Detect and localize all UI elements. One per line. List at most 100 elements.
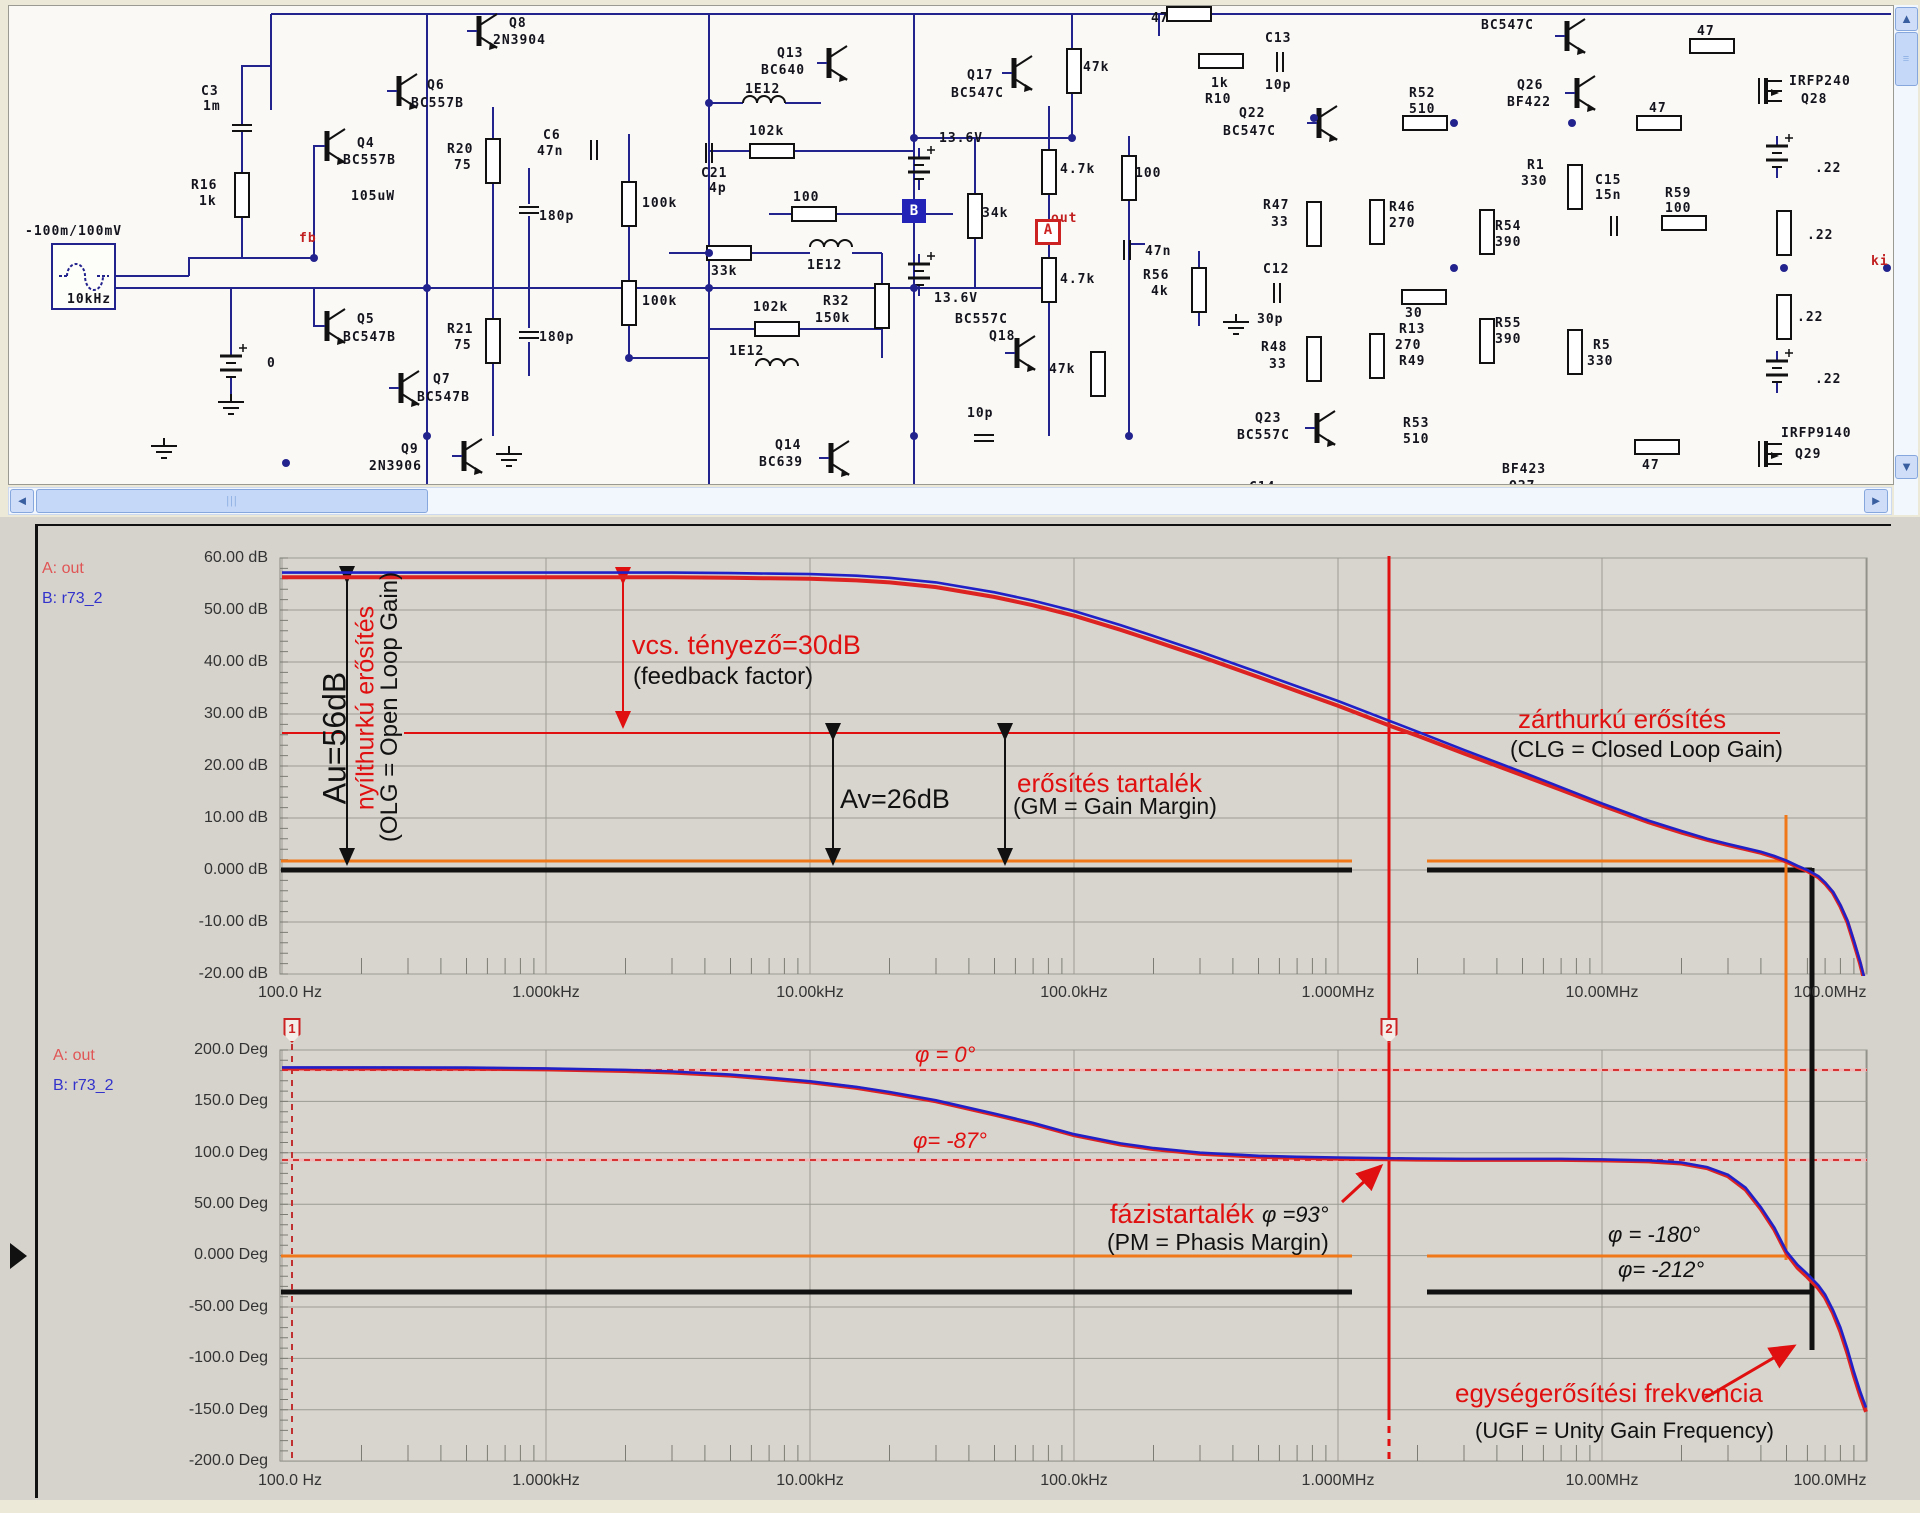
y-tick-label: -50.00 Deg: [188, 1298, 268, 1315]
schematic-label: 102k: [753, 300, 789, 315]
schematic-label: IRFP9140: [1781, 426, 1852, 441]
schematic-label: C12: [1263, 262, 1290, 277]
annotation: φ= -87°: [913, 1128, 987, 1153]
schematic-label: 102k: [749, 124, 785, 139]
cursor-flag[interactable]: 1: [283, 1018, 301, 1043]
annotation: fázistartalék: [1110, 1199, 1255, 1229]
schematic-label: 2N3904: [493, 33, 546, 48]
schematic-label: 10kHz: [67, 292, 112, 307]
panel-left-border: [35, 524, 38, 1498]
schematic-label: BC557C: [1237, 428, 1290, 443]
cursor-flag[interactable]: 2: [1380, 1018, 1398, 1043]
schematic-label: 4p: [709, 181, 727, 196]
schematic-label: 180p: [539, 209, 575, 224]
schematic-label: 30p: [1257, 312, 1284, 327]
vscroll-thumb[interactable]: ≡: [1895, 32, 1918, 86]
schematic-label: 47k: [1083, 60, 1110, 75]
scroll-up-button[interactable]: ▲: [1895, 7, 1918, 31]
y-tick-label: 20.00 dB: [203, 757, 268, 774]
schematic-label: R53: [1403, 416, 1430, 431]
schematic-label: 100: [1665, 201, 1692, 216]
schematic-hscrollbar[interactable]: ◄ ||| ►: [8, 487, 1892, 515]
schematic-label: 270: [1389, 216, 1416, 231]
schematic-vscrollbar[interactable]: ▲ ≡ ▼: [1894, 5, 1918, 515]
schematic-label: Q5: [357, 312, 375, 327]
schematic-label: 34k: [982, 206, 1009, 221]
scroll-right-button[interactable]: ►: [1864, 489, 1888, 513]
schematic-label: 150k: [815, 311, 851, 326]
legend-entry: B: r73_2: [42, 590, 103, 607]
schematic-label: R21: [447, 322, 474, 337]
hscroll-thumb[interactable]: |||: [36, 489, 428, 513]
schematic-label: R48: [1261, 340, 1288, 355]
schematic-label: R16: [191, 178, 218, 193]
y-tick-label: 10.00 dB: [203, 809, 268, 826]
y-tick-label: -20.00 dB: [198, 965, 268, 982]
schematic-label: 390: [1495, 235, 1522, 250]
schematic-label: 100: [1135, 166, 1162, 181]
schematic-label: 330: [1587, 354, 1614, 369]
schematic-label: 105uW: [351, 189, 396, 204]
schematic-label: 47: [1649, 101, 1667, 116]
schematic-label: BC557B: [343, 153, 396, 168]
scroll-down-button[interactable]: ▼: [1895, 455, 1918, 479]
y-tick-label: 30.00 dB: [203, 705, 268, 722]
schematic-label: 47n: [537, 144, 564, 159]
schematic-label: 1E12: [745, 82, 781, 97]
schematic-label: BC547C: [1223, 124, 1276, 139]
x-tick-label: 1.000kHz: [512, 984, 580, 1001]
schematic-label: R13: [1399, 322, 1426, 337]
schematic-label: 75: [454, 158, 472, 173]
x-tick-label: 100.0kHz: [1040, 1472, 1108, 1489]
schematic-label: 4.7k: [1060, 272, 1096, 287]
schematic-label: BC557B: [411, 96, 464, 111]
schematic-label: 100k: [642, 196, 678, 211]
schematic-wires: [115, 13, 1891, 484]
schematic-label: 1m: [203, 99, 221, 114]
schematic-label: R1: [1527, 158, 1545, 173]
schematic-label: R49: [1399, 354, 1426, 369]
schematic-label: BC640: [761, 63, 806, 78]
schematic-canvas[interactable]: C3 1m R16 1k -100m/100mV 10kHz fb Q4 BC557B 105uW…: [8, 5, 1894, 485]
probe-b-marker[interactable]: B: [902, 199, 926, 223]
schematic-label: BC639: [759, 455, 804, 470]
schematic-label: Q17: [967, 68, 994, 83]
schematic-label: Q18: [989, 329, 1016, 344]
schematic-label: 100: [793, 190, 820, 205]
probe-a-marker[interactable]: A: [1035, 219, 1061, 245]
schematic-label: BC547B: [343, 330, 396, 345]
schematic-components: [51, 6, 1891, 477]
schematic-label: .22: [1815, 372, 1842, 387]
x-tick-label: 100.0MHz: [1793, 984, 1867, 1001]
schematic-label: 33: [1271, 215, 1289, 230]
schematic-label: R47: [1263, 198, 1290, 213]
schematic-label: R32: [823, 294, 850, 309]
schematic-label: R10: [1205, 92, 1232, 107]
schematic-label: 47: [1697, 24, 1715, 39]
vscroll-grip: ≡: [1902, 53, 1911, 65]
cursor-play-marker[interactable]: [10, 1243, 27, 1269]
x-tick-label: 10.00MHz: [1565, 984, 1639, 1001]
schematic-drawing: [51, 6, 1891, 484]
schematic-label: Q23: [1255, 411, 1282, 426]
schematic-label: Q7: [433, 372, 451, 387]
schematic-label: Q4: [357, 136, 375, 151]
x-tick-label: 1.000MHz: [1301, 984, 1375, 1001]
schematic-label: 33k: [711, 264, 738, 279]
x-tick-label: 1.000MHz: [1301, 1472, 1375, 1489]
y-tick-label: 150.0 Deg: [194, 1092, 268, 1109]
scroll-left-button[interactable]: ◄: [10, 489, 34, 513]
diagram-panel[interactable]: [0, 517, 1920, 1500]
schematic-label: BC547C: [951, 86, 1004, 101]
schematic-label: 4k: [1151, 284, 1169, 299]
legend-entry: A: out: [53, 1047, 95, 1064]
y-tick-label: -10.00 dB: [198, 913, 268, 930]
schematic-label: Q27: [1509, 479, 1535, 484]
schematic-label: 1E12: [807, 258, 843, 273]
x-tick-label: 100.0kHz: [1040, 984, 1108, 1001]
y-tick-label: 100.0 Deg: [194, 1144, 268, 1161]
schematic-label: 180p: [539, 330, 575, 345]
annotation: (UGF = Unity Gain Frequency): [1475, 1418, 1774, 1443]
schematic-label: ki: [1871, 254, 1889, 269]
